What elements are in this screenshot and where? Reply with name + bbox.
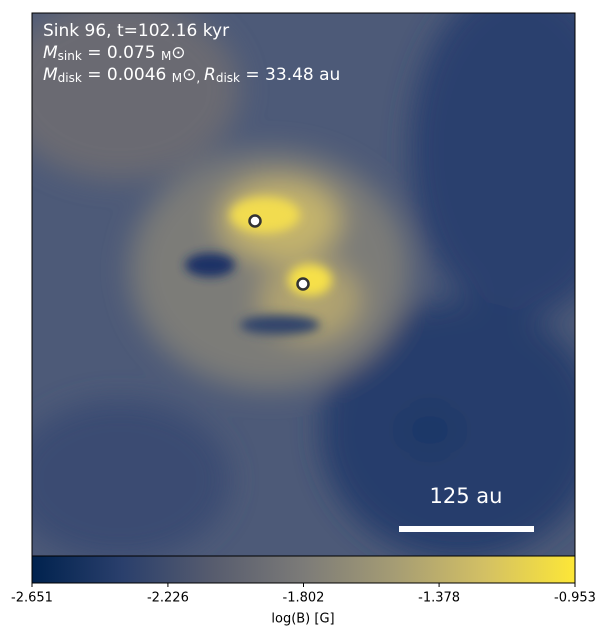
annotation-text: ⊙ bbox=[182, 65, 196, 85]
colorbar-tick-label: -2.651 bbox=[11, 591, 53, 606]
annotation-text: disk bbox=[216, 71, 240, 85]
colorbar-tick-label: -1.378 bbox=[418, 591, 460, 606]
annotation-text: M bbox=[43, 65, 58, 85]
colorbar-tick-label: -0.953 bbox=[554, 591, 596, 606]
sink-particle bbox=[296, 277, 310, 291]
colorbar-label: log(B) [G] bbox=[271, 612, 334, 627]
colorbar bbox=[31, 555, 576, 584]
scale-bar-label: 125 au bbox=[430, 484, 503, 508]
colorbar-tick-label: -1.802 bbox=[283, 591, 325, 606]
annotation-text: sink bbox=[58, 49, 82, 63]
annotation-text: M bbox=[43, 43, 58, 63]
annotation-line: Msink = 0.075 M⊙ bbox=[43, 43, 186, 63]
annotation-text: M bbox=[161, 49, 171, 63]
annotation-text: disk bbox=[58, 71, 82, 85]
annotation-text: = 0.0046 bbox=[82, 65, 172, 85]
annotation-line: Mdisk = 0.0046 M⊙, Rdisk = 33.48 au bbox=[43, 65, 340, 85]
annotation-text: M bbox=[172, 71, 182, 85]
sink-particle bbox=[248, 214, 262, 228]
annotation-text: ⊙ bbox=[171, 43, 185, 63]
annotation-line: Sink 96, t=102.16 kyr bbox=[43, 21, 229, 41]
annotation-text: = 0.075 bbox=[82, 43, 161, 63]
annotation-text: Sink 96, t=102.16 kyr bbox=[43, 21, 229, 41]
annotation-text: , bbox=[196, 71, 204, 85]
colorbar-tick-label: -2.226 bbox=[147, 591, 189, 606]
colorbar-ticks: -2.651 -2.226 -1.802 -1.378 -0.953 bbox=[11, 583, 596, 606]
annotation-text: = 33.48 au bbox=[240, 65, 340, 85]
annotation-text: R bbox=[204, 65, 216, 85]
field-image bbox=[32, 13, 575, 556]
